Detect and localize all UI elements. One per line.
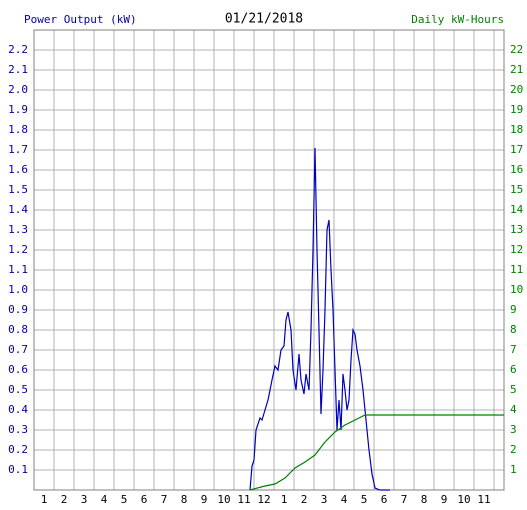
y2-tick-label: 1 [510, 463, 517, 476]
x-tick-label: 6 [381, 493, 388, 506]
y2-tick-label: 8 [510, 323, 517, 336]
y-tick-label: 1.0 [8, 283, 28, 296]
y-tick-label: 1.3 [8, 223, 28, 236]
x-tick-label: 8 [181, 493, 188, 506]
y-tick-label: 0.8 [8, 323, 28, 336]
y2-tick-label: 21 [510, 63, 523, 76]
chart-title: 01/21/2018 [225, 12, 303, 27]
y-tick-label: 0.1 [8, 463, 28, 476]
x-tick-label: 2 [61, 493, 68, 506]
x-tick-label: 4 [341, 493, 348, 506]
y-tick-label: 1.8 [8, 123, 28, 136]
x-tick-label: 1 [281, 493, 288, 506]
x-tick-label: 3 [81, 493, 88, 506]
y2-tick-label: 7 [510, 343, 517, 356]
x-tick-label: 7 [401, 493, 408, 506]
x-tick-label: 9 [201, 493, 208, 506]
y-tick-label: 1.9 [8, 103, 28, 116]
y2-tick-label: 2 [510, 443, 517, 456]
y-tick-label: 0.3 [8, 423, 28, 436]
y-tick-label: 1.4 [8, 203, 28, 216]
x-tick-label: 4 [101, 493, 108, 506]
y-tick-label: 0.4 [8, 403, 28, 416]
y-tick-label: 0.2 [8, 443, 28, 456]
y-tick-label: 0.9 [8, 303, 28, 316]
y-tick-label: 1.6 [8, 163, 28, 176]
y2-tick-label: 11 [510, 263, 523, 276]
y-tick-label: 1.1 [8, 263, 28, 276]
x-tick-label: 2 [301, 493, 308, 506]
y2-tick-label: 13 [510, 223, 523, 236]
x-tick-label: 11 [237, 493, 250, 506]
y-tick-label: 1.5 [8, 183, 28, 196]
y2-tick-label: 20 [510, 83, 523, 96]
x-tick-label: 8 [421, 493, 428, 506]
y2-tick-label: 5 [510, 383, 517, 396]
y2-tick-label: 6 [510, 363, 517, 376]
y-tick-label: 2.1 [8, 63, 28, 76]
x-tick-label: 12 [257, 493, 270, 506]
y2-tick-label: 22 [510, 43, 523, 56]
y-tick-label: 1.7 [8, 143, 28, 156]
x-tick-label: 6 [141, 493, 148, 506]
y2-tick-label: 9 [510, 303, 517, 316]
y-axis-label: Power Output (kW) [24, 13, 137, 26]
y2-tick-label: 16 [510, 163, 523, 176]
series-line [249, 147, 390, 491]
x-tick-label: 5 [121, 493, 128, 506]
y2-axis-label: Daily kW-Hours [411, 13, 504, 26]
y2-tick-label: 18 [510, 123, 523, 136]
y-tick-label: 1.2 [8, 243, 28, 256]
plot-border [33, 29, 505, 491]
series-line [249, 414, 504, 491]
x-tick-label: 7 [161, 493, 168, 506]
y2-tick-label: 4 [510, 403, 517, 416]
y2-tick-label: 17 [510, 143, 523, 156]
y2-tick-label: 19 [510, 103, 523, 116]
y-tick-label: 0.5 [8, 383, 28, 396]
y-tick-label: 0.7 [8, 343, 28, 356]
y2-tick-label: 3 [510, 423, 517, 436]
x-tick-label: 3 [321, 493, 328, 506]
y-tick-label: 2.2 [8, 43, 28, 56]
y-tick-label: 2.0 [8, 83, 28, 96]
y-tick-label: 0.6 [8, 363, 28, 376]
y2-tick-label: 15 [510, 183, 523, 196]
x-tick-label: 9 [441, 493, 448, 506]
y2-tick-label: 14 [510, 203, 524, 216]
x-tick-label: 11 [477, 493, 490, 506]
y2-tick-label: 12 [510, 243, 523, 256]
y2-tick-label: 10 [510, 283, 523, 296]
x-tick-label: 5 [361, 493, 368, 506]
x-tick-label: 10 [217, 493, 230, 506]
x-tick-label: 10 [457, 493, 470, 506]
x-tick-label: 1 [41, 493, 48, 506]
